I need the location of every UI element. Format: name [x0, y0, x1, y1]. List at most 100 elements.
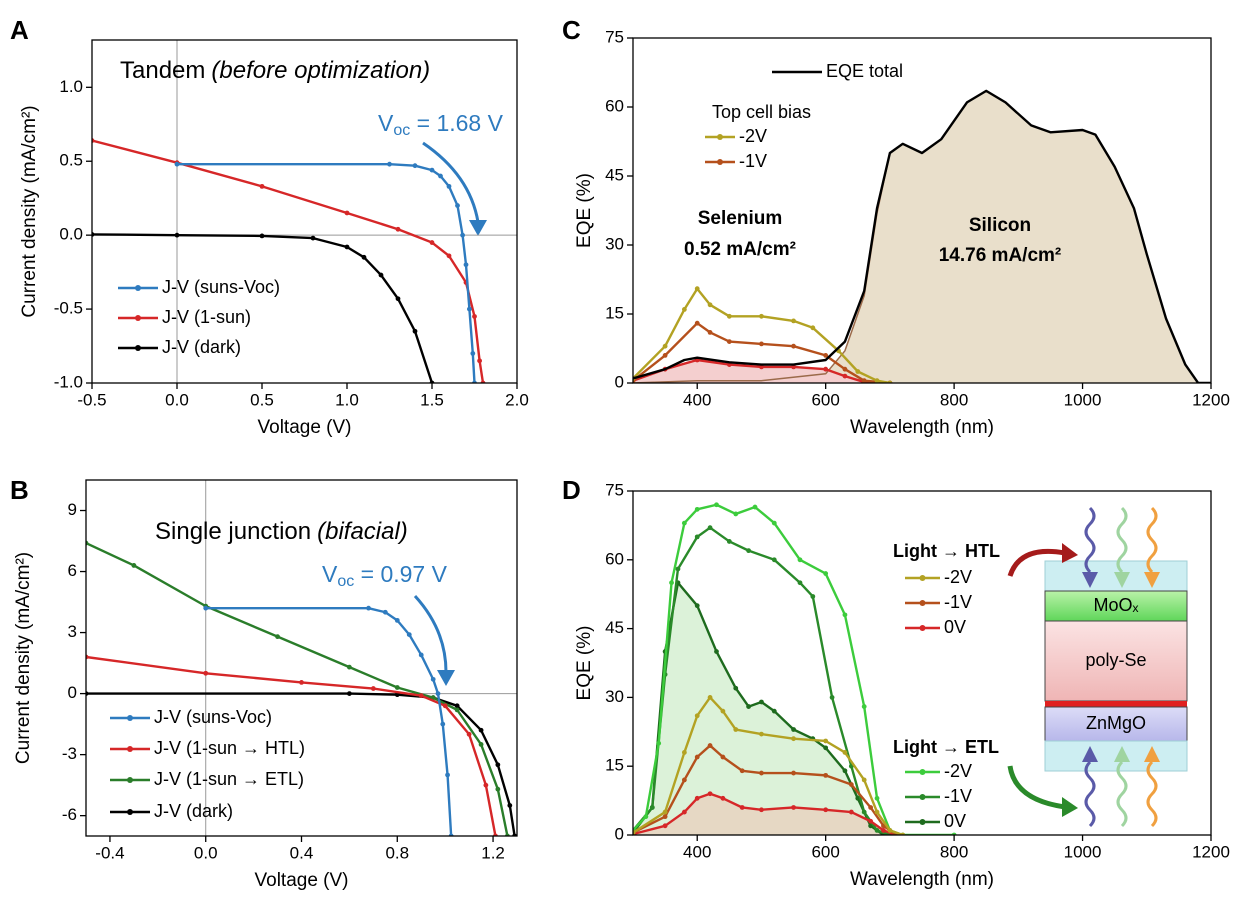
legend-label: J-V (dark)	[162, 337, 241, 357]
point	[726, 339, 732, 344]
point	[739, 805, 745, 810]
point	[394, 617, 400, 623]
point	[791, 318, 796, 324]
legend-marker	[919, 769, 926, 775]
point	[382, 609, 388, 615]
x-tick-label: 800	[940, 390, 968, 409]
light-arrows	[1082, 506, 1160, 828]
legend-label: -1V	[944, 786, 972, 806]
point	[823, 571, 829, 576]
point	[662, 814, 668, 820]
arrowhead	[1114, 746, 1130, 762]
point	[454, 707, 460, 713]
point	[466, 731, 472, 737]
point	[378, 272, 384, 278]
point	[418, 693, 424, 699]
y-tick-label: 6	[68, 561, 77, 580]
y-tick-label: 30	[605, 687, 624, 706]
point	[842, 612, 848, 618]
point	[429, 167, 435, 173]
legend-marker	[127, 777, 133, 783]
line	[633, 792, 897, 835]
legend-marker	[135, 345, 141, 351]
point	[791, 770, 796, 776]
point	[823, 738, 829, 744]
point	[759, 770, 764, 776]
point	[445, 772, 450, 778]
area	[633, 90, 1211, 383]
panel-title: Single junction (bifacial)	[155, 518, 408, 545]
plot-area	[633, 502, 957, 835]
point	[707, 695, 713, 700]
point	[361, 254, 367, 260]
x-tick-label: 0.8	[385, 843, 409, 862]
point	[203, 605, 209, 611]
arrowhead	[1144, 572, 1160, 588]
point	[823, 366, 829, 372]
panel-label: A	[10, 15, 29, 45]
x-axis-label: Voltage (V)	[258, 417, 352, 438]
x-tick-label: -0.5	[77, 390, 106, 409]
point	[694, 603, 700, 609]
x-tick-label: 1200	[1192, 390, 1230, 409]
light-arrow	[1007, 765, 1066, 810]
point	[344, 244, 350, 250]
point	[344, 210, 350, 216]
plot-area	[633, 89, 1211, 383]
point	[791, 727, 796, 732]
x-tick-label: 1000	[1064, 390, 1102, 409]
point	[694, 506, 700, 512]
y-axis-label: EQE (%)	[574, 626, 595, 701]
annotation: 14.76 mA/cm²	[939, 245, 1062, 266]
legend-marker	[127, 746, 133, 752]
point	[861, 378, 867, 383]
point	[720, 754, 726, 760]
x-tick-label: 600	[811, 390, 839, 409]
point	[681, 520, 687, 526]
legend-marker	[135, 315, 141, 321]
annotation-arrow	[422, 141, 480, 223]
point	[662, 343, 668, 349]
legend-label: EQE total	[826, 61, 903, 81]
point	[733, 685, 739, 691]
x-tick-label: 1.5	[420, 390, 444, 409]
legend-label: 0V	[944, 811, 966, 831]
line	[177, 162, 476, 383]
point	[842, 373, 848, 379]
point	[366, 605, 371, 611]
legend-title: Top cell bias	[712, 102, 811, 122]
point	[477, 358, 482, 364]
legend-marker	[127, 809, 133, 815]
point	[874, 795, 880, 801]
point	[823, 807, 829, 813]
legend-marker	[919, 625, 926, 631]
point	[746, 704, 751, 709]
point	[759, 807, 764, 813]
point	[848, 782, 854, 787]
point	[810, 325, 816, 331]
point	[387, 161, 392, 167]
panel-label: C	[562, 15, 581, 45]
point	[797, 580, 803, 586]
y-axis-label: Current density (mA/cm²)	[19, 105, 40, 317]
panel-title: Tandem (before optimization)	[120, 57, 430, 84]
point	[797, 557, 803, 563]
point	[669, 580, 674, 586]
annotation-part: = 0.97 V	[354, 561, 447, 587]
point	[694, 795, 700, 801]
line	[92, 233, 434, 383]
y-tick-label: 3	[68, 622, 77, 641]
point	[739, 768, 745, 774]
point	[791, 805, 796, 810]
legend-label: J-V (dark)	[154, 801, 233, 821]
point	[395, 296, 401, 302]
point	[681, 809, 687, 815]
layer	[1044, 706, 1188, 742]
point	[726, 313, 732, 319]
point	[771, 708, 777, 714]
arrowhead	[1062, 543, 1078, 563]
line	[633, 526, 891, 835]
x-tick-label: 0.0	[165, 390, 189, 409]
layer	[1045, 701, 1187, 707]
